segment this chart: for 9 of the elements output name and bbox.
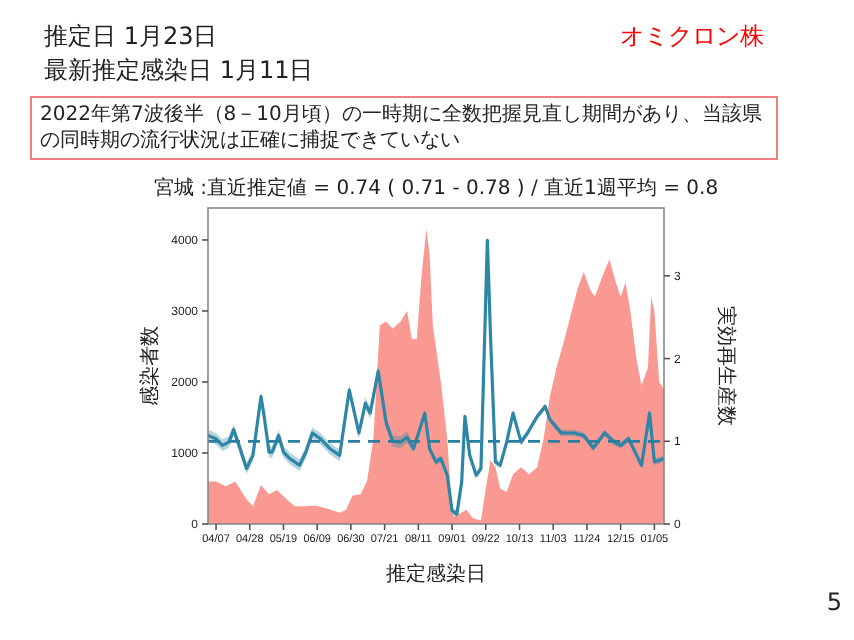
y2-axis-title: 実効再生産数 [714, 306, 738, 426]
text: 推定日 1月23日 [44, 20, 218, 54]
text: 最新推定感染日 1月11日 [44, 54, 314, 88]
chart-title: 宮城 :直近推定値 = 0.74 ( 0.71 - 0.78 ) / 直近1週平均 = 0.8 [153, 176, 719, 200]
x-axis-title: 推定感染日 [386, 562, 486, 586]
y-axis-title: 感染者数 [138, 326, 162, 406]
text: オミクロン株 [620, 20, 764, 54]
text: 5 [826, 588, 842, 616]
text: 2022年第7波後半（8－10月頃）の一時期に全数把握見直し期間があり、当該県の同時期の流行状況は正確に捕捉できていない [30, 96, 778, 160]
